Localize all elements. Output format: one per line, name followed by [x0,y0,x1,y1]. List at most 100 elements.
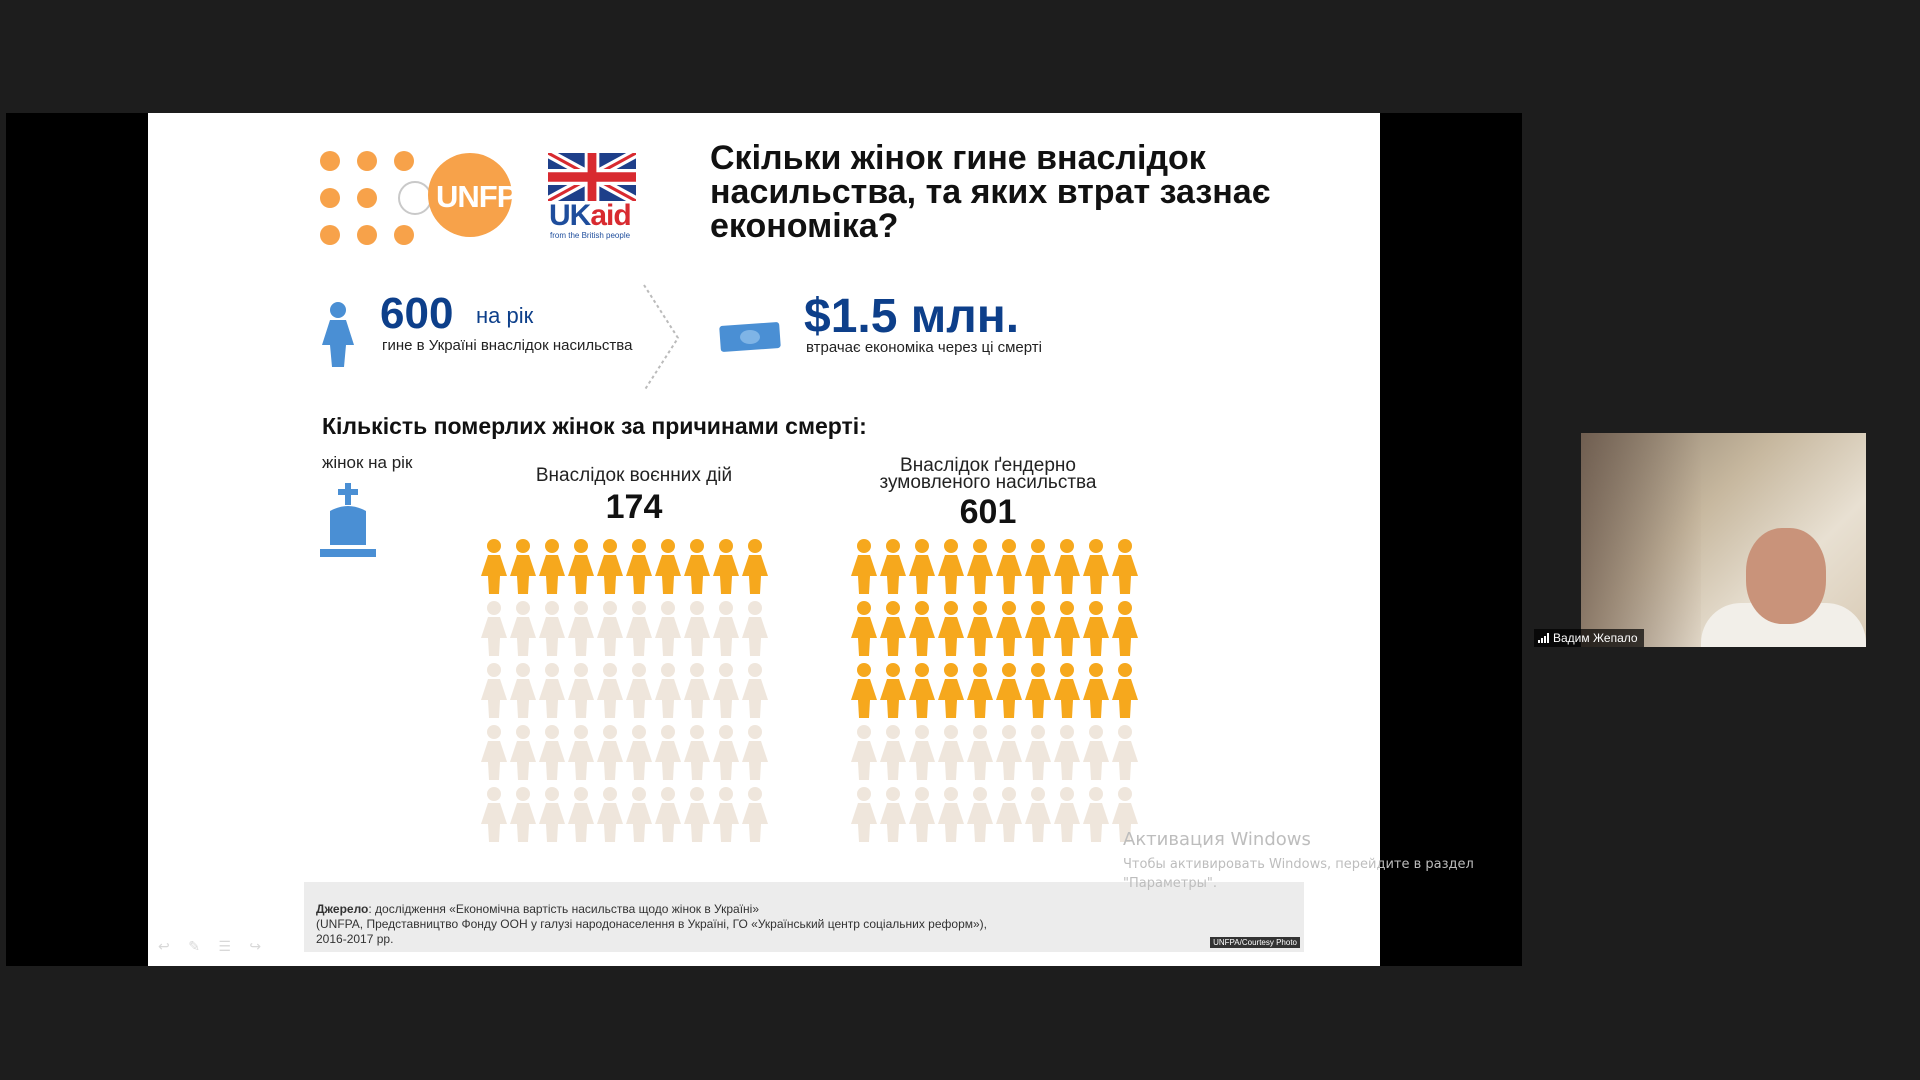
woman-figure-icon [538,538,566,594]
economic-loss-description: втрачає економіка через ці смерті [806,339,1042,356]
woman-figure-icon [480,538,508,594]
woman-figure-icon [850,538,878,594]
woman-figure-icon [995,538,1023,594]
woman-figure-icon [850,786,878,842]
woman-figure-icon [879,600,907,656]
woman-figure-icon [1024,786,1052,842]
woman-figure-icon [1024,662,1052,718]
woman-figure-icon [1111,662,1139,718]
source-line-2: (UNFPA, Представництво Фонду ООН у галуз… [316,917,988,931]
ukaid-tagline: from the British people [550,231,631,240]
woman-figure-icon [567,786,595,842]
woman-figure-icon [596,600,624,656]
pen-icon[interactable]: ✎ [188,938,200,954]
source-box: Джерело: дослідження «Економічна вартіст… [304,882,1304,952]
woman-figure-icon [879,662,907,718]
signal-strength-icon [1538,633,1549,643]
woman-figure-icon [1111,600,1139,656]
deaths-per-year-number: 600 [380,289,454,338]
woman-figure-icon [966,600,994,656]
source-line-1: Джерело: дослідження «Економічна вартіст… [316,902,760,916]
woman-figure-icon [567,600,595,656]
woman-figure-icon [1082,662,1110,718]
woman-figure-icon [509,662,537,718]
woman-figure-icon [712,600,740,656]
woman-figure-icon [509,786,537,842]
participant-face [1746,528,1826,624]
group-war-count: 174 [605,488,663,526]
group-gbv-label: Внаслідок ґендерно зумовленого насильств… [879,455,1097,493]
woman-figure-icon [567,662,595,718]
woman-figure-icon [741,662,769,718]
woman-figure-icon [937,538,965,594]
woman-figure-icon [683,538,711,594]
woman-figure-icon [654,538,682,594]
woman-icon [322,302,354,367]
woman-figure-icon [480,724,508,780]
previous-slide-icon[interactable]: ↩ [158,938,170,954]
woman-figure-icon [654,600,682,656]
woman-figure-icon [683,786,711,842]
woman-figure-icon [1024,600,1052,656]
participant-video[interactable] [1581,433,1866,647]
woman-figure-icon [879,786,907,842]
woman-figure-icon [538,600,566,656]
woman-figure-icon [596,662,624,718]
woman-figure-icon [509,538,537,594]
woman-figure-icon [1024,538,1052,594]
woman-figure-icon [879,538,907,594]
woman-figure-icon [1082,724,1110,780]
unfpa-logo-text: UNFPA [436,179,536,214]
woman-figure-icon [480,786,508,842]
woman-figure-icon [995,662,1023,718]
woman-figure-icon [654,786,682,842]
economic-loss-number: $1.5 млн. [804,290,1020,343]
woman-figure-icon [596,538,624,594]
woman-figure-icon [1024,724,1052,780]
woman-figure-icon [850,662,878,718]
woman-figure-icon [995,724,1023,780]
woman-figure-icon [1053,662,1081,718]
woman-figure-icon [683,600,711,656]
woman-figure-icon [1111,538,1139,594]
woman-figure-icon [741,538,769,594]
woman-figure-icon [741,786,769,842]
woman-figure-icon [567,724,595,780]
woman-figure-icon [1082,600,1110,656]
woman-figure-icon [908,538,936,594]
group-gbv-count: 601 [959,493,1017,531]
woman-figure-icon [683,662,711,718]
ukaid-logo: UKaid [549,199,632,232]
woman-figure-icon [625,786,653,842]
woman-figure-icon [850,600,878,656]
woman-figure-icon [966,724,994,780]
woman-figure-icon [850,724,878,780]
woman-figure-icon [625,724,653,780]
legend-label: жінок на рік [322,453,413,472]
group-war-figures [480,538,780,848]
woman-figure-icon [995,600,1023,656]
woman-figure-icon [625,538,653,594]
woman-figure-icon [509,600,537,656]
logos: UNFPA [320,151,650,251]
unfpa-logo: UNFPA [398,153,536,241]
uk-flag-icon [548,153,636,201]
woman-figure-icon [654,724,682,780]
woman-figure-icon [538,786,566,842]
group-war-label: Внаслідок воєнних дій [535,465,733,486]
woman-figure-icon [937,600,965,656]
menu-icon[interactable]: ☰ [218,938,231,954]
woman-figure-icon [1053,786,1081,842]
woman-figure-icon [937,724,965,780]
next-slide-icon[interactable]: ↪ [249,938,262,954]
woman-figure-icon [712,538,740,594]
source-line-3: 2016-2017 рр. [316,932,394,946]
unfpa-dots-icon [320,151,420,247]
woman-figure-icon [966,786,994,842]
woman-figure-icon [1053,724,1081,780]
woman-figure-icon [1053,538,1081,594]
participant-name-label: Вадим Жепало [1534,629,1644,647]
woman-figure-icon [1111,786,1139,842]
woman-figure-icon [538,662,566,718]
woman-figure-icon [712,724,740,780]
